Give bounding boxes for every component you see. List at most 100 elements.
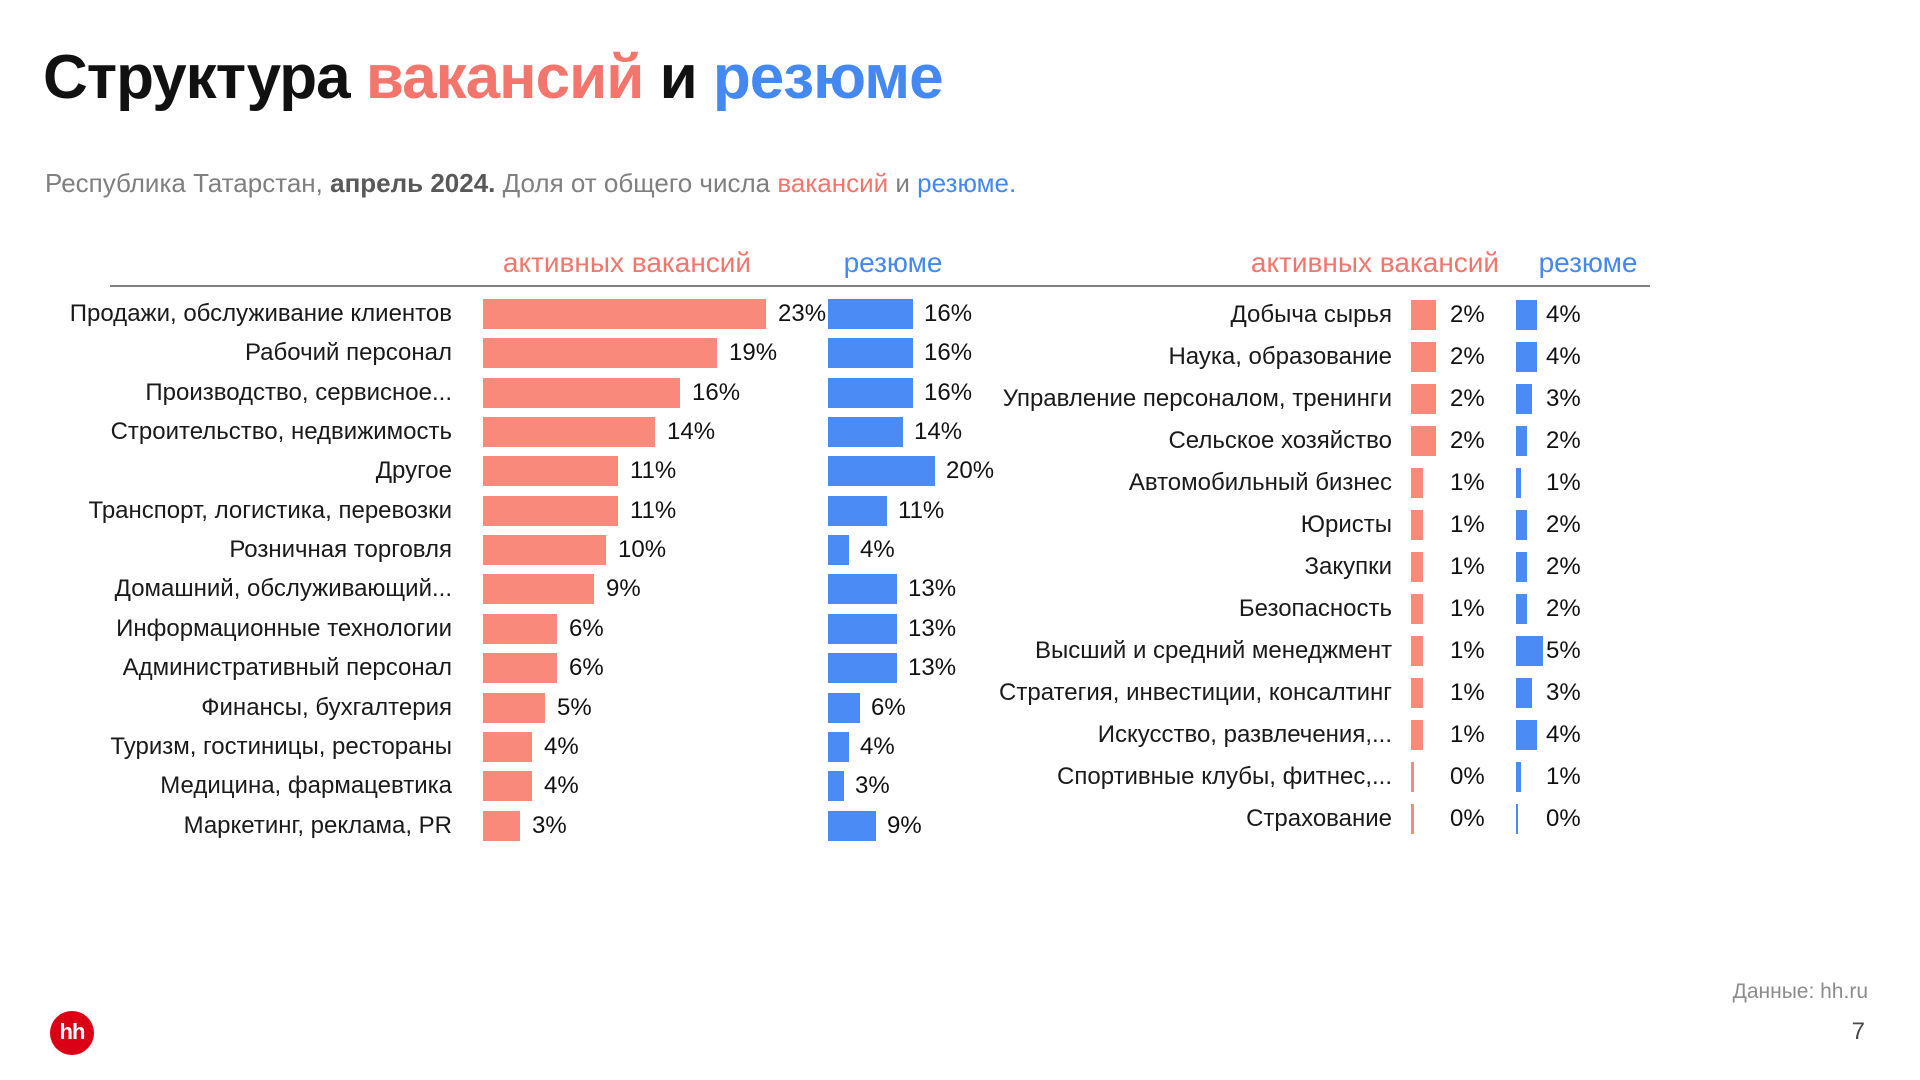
right-resumes-column-header: резюме [1538,247,1638,278]
resume-bar [828,574,897,604]
subtitle-period: апрель 2024. [330,168,496,198]
vacancy-bar [483,456,618,486]
vacancy-value-label: 2% [1450,385,1485,412]
resume-bar [828,693,860,723]
subtitle-vacancies-accent: вакансий [777,168,889,198]
resume-bar [1516,342,1537,372]
left-vacancies-column-header: активных вакансий [502,247,752,278]
resume-bar [828,299,913,329]
category-label: Безопасность [1238,595,1392,622]
vacancy-value-label: 1% [1450,553,1485,580]
vacancy-bar [1411,720,1423,750]
resume-bar [828,653,897,683]
vacancy-value-label: 2% [1450,301,1485,328]
vacancy-bar [483,653,557,683]
resume-bar [828,496,887,526]
resume-bar [1516,468,1521,498]
vacancy-value-label: 1% [1450,469,1485,496]
vacancy-value-label: 9% [606,575,641,602]
category-label: Автомобильный бизнес [1128,469,1392,496]
resume-value-label: 2% [1546,511,1581,538]
resume-bar [1516,720,1537,750]
category-label: Высший и средний менеджмент [1034,637,1392,664]
category-label: Страхование [1246,805,1392,832]
vacancy-value-label: 4% [544,733,579,760]
vacancy-value-label: 6% [569,615,604,642]
subtitle-resumes-accent: резюме. [917,168,1017,198]
vacancy-bar [1411,384,1436,414]
vacancy-bar [1411,552,1423,582]
subtitle-region: Республика Татарстан, [45,168,323,198]
resume-value-label: 3% [855,772,890,799]
resume-value-label: 4% [860,733,895,760]
category-label: Искусство, развлечения,... [1097,721,1392,748]
resume-bar [828,338,913,368]
hh-logo-icon: hh [50,1011,94,1055]
category-label: Финансы, бухгалтерия [201,694,452,721]
resume-bar [828,614,897,644]
resume-value-label: 16% [924,339,973,366]
category-label: Туризм, гостиницы, рестораны [110,733,452,760]
vacancy-bar [1411,594,1423,624]
vacancy-value-label: 5% [557,694,592,721]
category-label: Административный персонал [122,654,452,681]
data-source-note: Данные: hh.ru [1732,980,1868,1003]
resume-value-label: 13% [908,575,957,602]
vacancy-value-label: 23% [778,300,827,327]
category-label: Медицина, фармацевтика [160,772,452,799]
resume-value-label: 3% [1546,679,1581,706]
category-label: Строительство, недвижимость [110,418,452,445]
category-label: Сельское хозяйство [1168,427,1392,454]
vacancy-value-label: 14% [667,418,716,445]
resume-value-label: 0% [1546,805,1581,832]
category-label: Юристы [1300,511,1392,538]
right-vacancies-column-header: активных вакансий [1250,247,1500,278]
category-label: Домашний, обслуживающий... [114,575,452,602]
resume-value-label: 11% [898,497,945,524]
category-label: Розничная торговля [229,536,452,563]
resume-bar [1516,636,1543,666]
resume-bar [1516,594,1527,624]
subtitle-description: Доля от общего числа [502,168,771,198]
vacancy-bar [483,574,594,604]
resume-bar [1516,552,1527,582]
resume-value-label: 3% [1546,385,1581,412]
vacancy-bar [483,417,655,447]
resume-bar [1516,426,1527,456]
vacancy-value-label: 1% [1450,595,1485,622]
vacancy-value-label: 6% [569,654,604,681]
vacancy-bar [483,771,532,801]
resume-value-label: 4% [1546,721,1581,748]
resume-value-label: 9% [887,812,922,839]
resume-value-label: 13% [908,615,957,642]
resume-value-label: 20% [946,457,995,484]
category-label: Информационные технологии [116,615,452,642]
title-resumes-accent: резюме [712,43,944,112]
resume-value-label: 14% [914,418,963,445]
vacancy-value-label: 3% [532,812,567,839]
resume-value-label: 4% [1546,343,1581,370]
vacancy-bar [483,811,520,841]
vacancy-value-label: 19% [729,339,778,366]
vacancy-bar [1411,804,1414,834]
vacancy-value-label: 2% [1450,343,1485,370]
resume-value-label: 4% [860,536,895,563]
resume-bar [1516,510,1527,540]
vacancy-bar [1411,636,1423,666]
vacancy-value-label: 1% [1450,679,1485,706]
category-label: Транспорт, логистика, перевозки [88,497,453,524]
resume-bar [1516,384,1532,414]
category-label: Закупки [1304,553,1392,580]
vacancy-bar [483,693,545,723]
category-label: Маркетинг, реклама, PR [183,812,452,839]
vacancy-value-label: 11% [630,497,677,524]
category-label: Добыча сырья [1230,301,1392,328]
resume-bar [1516,762,1521,792]
vacancy-bar [1411,678,1423,708]
resume-value-label: 16% [924,300,973,327]
vacancy-bar [483,496,618,526]
category-label: Другое [375,457,452,484]
resume-bar [828,417,903,447]
resume-value-label: 4% [1546,301,1581,328]
